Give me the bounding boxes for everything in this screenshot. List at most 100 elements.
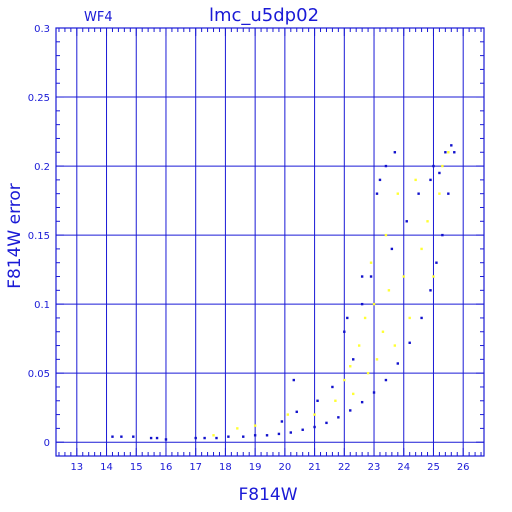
data-point-blue xyxy=(155,436,159,440)
data-point-blue xyxy=(360,302,364,306)
data-point-yellow xyxy=(426,220,429,223)
data-point-blue xyxy=(441,233,444,237)
data-point-yellow xyxy=(432,275,435,278)
x-tick-label: 20 xyxy=(278,462,291,473)
y-tick-label: 0.1 xyxy=(34,300,50,311)
data-point-yellow xyxy=(357,344,361,347)
data-point-yellow xyxy=(369,261,373,264)
x-tick-label: 15 xyxy=(130,462,143,473)
data-point-blue xyxy=(242,435,245,438)
data-point-yellow xyxy=(352,392,355,396)
x-axis-label: F814W xyxy=(238,485,297,505)
data-point-yellow xyxy=(384,233,388,237)
data-point-blue xyxy=(450,144,453,147)
data-point-blue xyxy=(325,421,328,425)
data-point-blue xyxy=(438,171,441,175)
x-tick-label: 16 xyxy=(160,462,173,473)
data-point-blue xyxy=(435,261,438,264)
data-point-yellow xyxy=(420,247,423,251)
x-tick-label: 26 xyxy=(457,462,470,473)
data-point-yellow xyxy=(375,358,379,361)
data-point-yellow xyxy=(393,344,397,347)
data-point-yellow xyxy=(253,424,257,427)
data-point-yellow xyxy=(402,275,405,278)
data-point-blue xyxy=(265,434,269,437)
y-tick-label: 0 xyxy=(44,438,50,449)
data-point-blue xyxy=(120,435,123,438)
data-point-yellow xyxy=(366,371,370,375)
data-point-blue xyxy=(227,435,230,438)
data-point-blue xyxy=(378,178,382,182)
data-point-blue xyxy=(396,362,400,365)
data-point-blue xyxy=(194,436,197,440)
data-point-blue xyxy=(384,378,388,382)
data-point-blue xyxy=(215,436,218,440)
data-point-blue xyxy=(313,425,316,429)
data-point-blue xyxy=(405,220,408,223)
data-point-blue xyxy=(331,385,334,389)
data-point-blue xyxy=(390,247,394,251)
y-tick-label: 0.15 xyxy=(28,231,50,242)
data-point-yellow xyxy=(396,192,400,195)
x-tick-label: 24 xyxy=(397,462,410,473)
data-point-blue xyxy=(408,341,411,344)
data-point-blue xyxy=(420,316,423,320)
data-point-yellow xyxy=(212,434,215,437)
data-point-blue xyxy=(369,275,373,278)
data-point-yellow xyxy=(313,413,316,416)
data-point-blue xyxy=(280,420,284,423)
y-tick-label: 0.2 xyxy=(34,162,50,173)
ticks-layer xyxy=(56,27,484,456)
data-point-blue xyxy=(295,410,298,414)
data-point-yellow xyxy=(334,399,337,402)
data-point-blue xyxy=(149,436,153,440)
grid-layer xyxy=(56,27,484,456)
data-point-yellow xyxy=(438,192,441,195)
x-tick-label: 23 xyxy=(368,462,381,473)
data-point-yellow xyxy=(408,316,411,320)
y-tick-label: 0.25 xyxy=(28,93,50,104)
x-tick-label: 17 xyxy=(189,462,202,473)
data-point-yellow xyxy=(387,289,391,292)
data-point-blue xyxy=(292,378,295,382)
x-tick-label: 14 xyxy=(100,462,113,473)
data-point-blue xyxy=(111,435,114,438)
data-point-yellow xyxy=(441,164,444,168)
data-point-blue xyxy=(203,436,206,440)
panel-label: WF4 xyxy=(84,10,113,25)
data-point-blue xyxy=(277,432,281,436)
data-point-blue xyxy=(372,391,376,394)
data-point-blue xyxy=(417,192,420,195)
data-point-yellow xyxy=(447,151,450,154)
data-point-blue xyxy=(316,399,319,402)
plot-frame xyxy=(55,27,485,457)
chart-title: lmc_u5dp02 xyxy=(209,5,319,26)
data-point-yellow xyxy=(372,302,376,306)
data-point-blue xyxy=(301,428,304,431)
y-axis-label: F814W error xyxy=(5,183,25,289)
data-point-blue xyxy=(447,192,450,195)
x-tick-label: 21 xyxy=(308,462,321,473)
data-point-blue xyxy=(352,358,355,361)
data-point-yellow xyxy=(414,178,417,182)
data-point-blue xyxy=(453,151,456,154)
data-point-blue xyxy=(253,434,257,437)
data-point-blue xyxy=(289,431,293,434)
data-point-blue xyxy=(384,164,388,168)
x-tick-label: 18 xyxy=(219,462,232,473)
data-point-yellow xyxy=(236,427,239,430)
tick-labels-layer: 13 14 15 16 17 18 19 20 21 22 23 24 25 26 0 0.05 0.1 0.15… xyxy=(28,24,470,473)
data-point-blue xyxy=(360,275,364,278)
data-point-blue xyxy=(444,151,447,154)
data-point-blue xyxy=(429,178,432,182)
data-point-yellow xyxy=(363,316,367,320)
data-point-blue xyxy=(375,192,379,195)
data-point-blue xyxy=(164,438,168,441)
data-point-blue xyxy=(432,164,435,168)
data-point-yellow xyxy=(286,413,290,416)
points-layer xyxy=(111,144,456,441)
data-point-blue xyxy=(360,400,364,404)
x-tick-label: 25 xyxy=(427,462,440,473)
x-tick-label: 13 xyxy=(70,462,83,473)
